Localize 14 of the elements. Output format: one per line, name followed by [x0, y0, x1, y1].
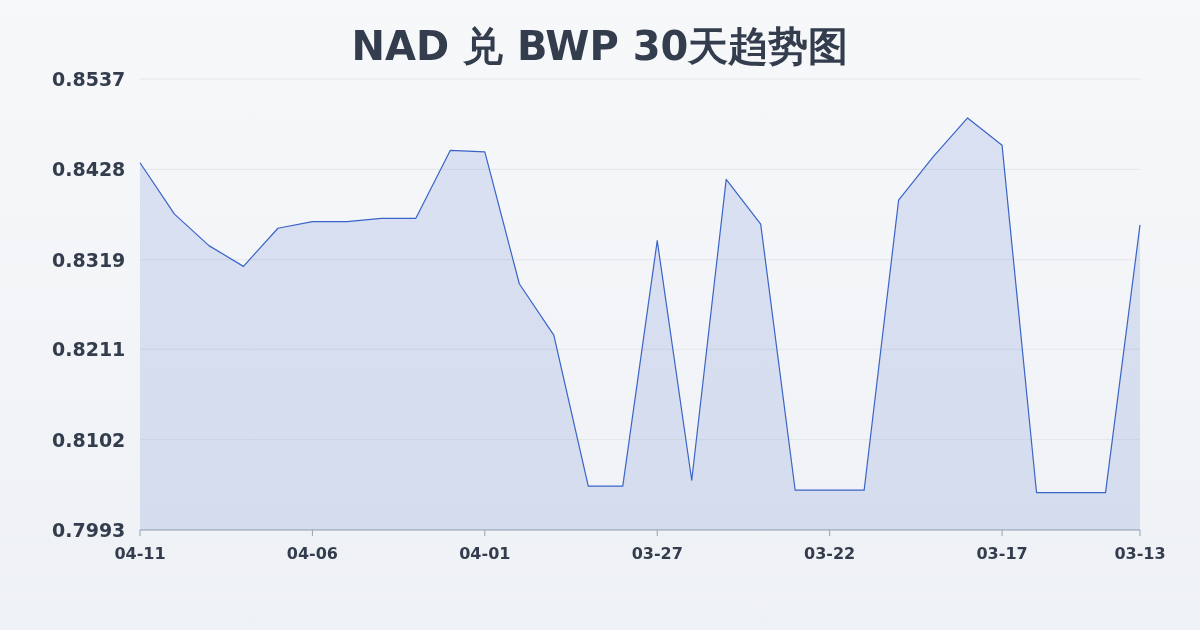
y-tick-label: 0.8537	[52, 68, 126, 90]
x-tick-label: 03-27	[631, 544, 683, 563]
y-tick-label: 0.8428	[52, 158, 126, 181]
x-tick-label: 04-01	[459, 544, 511, 563]
y-tick-label: 0.8319	[52, 248, 126, 271]
y-tick-label: 0.8102	[52, 428, 126, 451]
y-tick-label: 0.7993	[52, 519, 126, 541]
x-tick-label: 03-13	[1114, 544, 1166, 563]
x-tick-label: 04-06	[286, 544, 338, 563]
y-tick-label: 0.8211	[52, 338, 126, 361]
x-tick-label: 04-11	[114, 544, 166, 563]
x-tick-label: 03-17	[976, 544, 1028, 563]
chart-title: NAD 兑 BWP 30天趋势图	[351, 23, 849, 69]
x-tick-label: 03-22	[804, 544, 856, 563]
